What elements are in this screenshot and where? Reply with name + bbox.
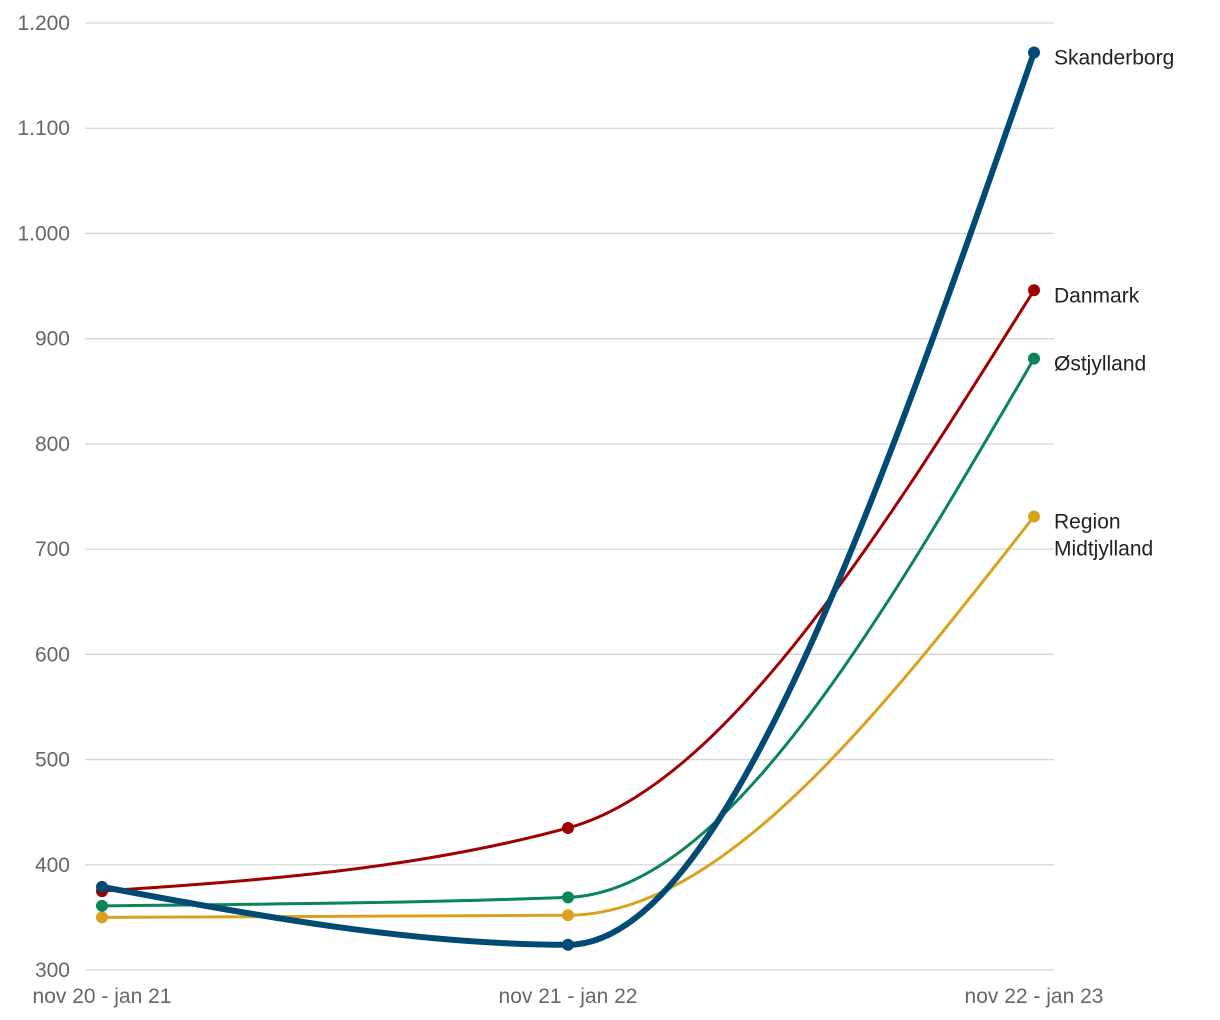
series-line-østjylland: [100, 357, 1036, 908]
y-tick-label: 1.100: [17, 117, 70, 140]
series-label-line: Midtjylland: [1054, 537, 1153, 560]
data-point-skanderborg: [1028, 46, 1040, 59]
y-tick-label: 600: [35, 643, 70, 666]
y-tick-label: 1.000: [17, 222, 70, 245]
y-tick-label: 1.200: [17, 12, 70, 35]
x-tick-label: nov 20 - jan 21: [33, 985, 172, 1008]
y-tick-label: 400: [35, 854, 70, 877]
data-point-region-midtjylland: [1028, 510, 1040, 523]
data-point-østjylland: [1028, 352, 1040, 365]
data-point-skanderborg: [562, 938, 574, 951]
data-point-skanderborg: [96, 880, 108, 893]
y-tick-label: 500: [35, 749, 70, 772]
x-tick-label: nov 22 - jan 23: [965, 985, 1104, 1008]
data-point-region-midtjylland: [562, 909, 574, 922]
series-line-region-midtjylland: [100, 514, 1036, 919]
data-point-østjylland: [96, 899, 108, 912]
series-label-region-midtjylland: Region Midtjylland: [1054, 510, 1153, 560]
data-point-danmark: [562, 821, 574, 834]
series-label-skanderborg: Skanderborg: [1054, 46, 1174, 69]
series-label-line: Danmark: [1054, 284, 1140, 307]
series-line-skanderborg: [99, 49, 1037, 948]
series-line-danmark: [100, 288, 1036, 893]
y-tick-label: 300: [35, 959, 70, 982]
series-label-line: Skanderborg: [1054, 46, 1174, 69]
x-tick-label: nov 21 - jan 22: [499, 985, 638, 1008]
y-tick-label: 800: [35, 433, 70, 456]
y-tick-label: 900: [35, 328, 70, 351]
series-label-østjylland: Østjylland: [1054, 353, 1146, 376]
data-point-region-midtjylland: [96, 911, 108, 924]
series-label-line: Østjylland: [1054, 353, 1146, 376]
series-label-line: Region: [1054, 510, 1121, 533]
y-tick-label: 700: [35, 538, 70, 561]
data-point-østjylland: [562, 891, 574, 904]
data-point-danmark: [1028, 284, 1040, 297]
series-label-danmark: Danmark: [1054, 284, 1140, 307]
